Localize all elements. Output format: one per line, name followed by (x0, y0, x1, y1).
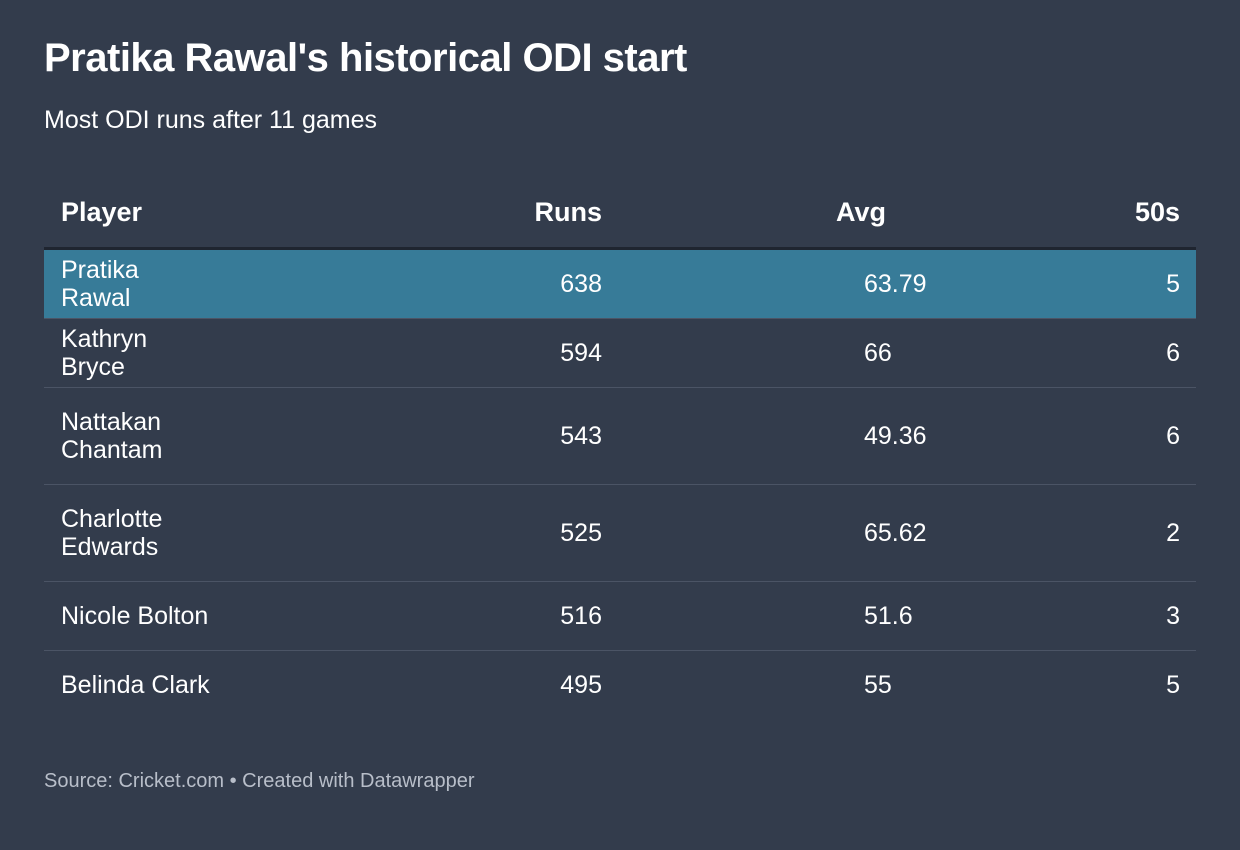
cell-runs: 495 (560, 671, 602, 699)
column-header-avg: Avg (602, 178, 892, 250)
table-header-row: Player Runs Avg 50s (44, 178, 1196, 250)
cell-runs: 594 (392, 318, 602, 388)
table-row: Nattakan Chantam 543 49.36 6 (44, 387, 1196, 485)
column-header-50s: 50s (892, 178, 1196, 250)
cell-avg: 66 (602, 318, 892, 388)
cell-player: Pratika Rawal (44, 248, 392, 319)
table-row: Kathryn Bryce 594 66 6 (44, 318, 1196, 388)
cell-50s: 5 (892, 248, 1196, 319)
cell-runs: 638 (392, 248, 602, 319)
data-table: Player Runs Avg 50s Pratika Rawal 638 63… (44, 178, 1196, 719)
cell-50s: 6 (892, 318, 1196, 388)
cell-50s: 2 (892, 484, 1196, 582)
cell-player: Nattakan Chantam (44, 387, 392, 485)
cell-player: Nicole Bolton (44, 581, 392, 651)
column-header-player: Player (44, 178, 392, 250)
cell-runs: 516 (392, 581, 602, 651)
cell-50s: 5 (1166, 671, 1180, 699)
chart-title: Pratika Rawal's historical ODI start (44, 36, 687, 80)
source-footer: Source: Cricket.com • Created with Dataw… (44, 770, 475, 792)
cell-avg: 63.79 (602, 248, 927, 319)
table-row: Nicole Bolton 516 51.6 3 (44, 581, 1196, 651)
table-row: Belinda Clark 495 55 5 (44, 651, 1196, 720)
cell-player: Belinda Clark (61, 671, 210, 699)
cell-avg: 49.36 (602, 387, 927, 485)
cell-avg: 51.6 (602, 581, 913, 651)
cell-player: Charlotte Edwards (44, 484, 392, 582)
cell-50s: 3 (892, 581, 1196, 651)
chart-subtitle: Most ODI runs after 11 games (44, 106, 377, 134)
cell-player: Kathryn Bryce (44, 318, 392, 388)
table-row-highlighted: Pratika Rawal 638 63.79 5 (44, 248, 1196, 319)
cell-avg: 65.62 (602, 484, 927, 582)
cell-runs: 525 (392, 484, 602, 582)
cell-50s: 6 (892, 387, 1196, 485)
cell-avg: 55 (864, 671, 892, 699)
cell-runs: 543 (392, 387, 602, 485)
column-header-runs: Runs (392, 178, 602, 250)
table-row: Charlotte Edwards 525 65.62 2 (44, 484, 1196, 582)
